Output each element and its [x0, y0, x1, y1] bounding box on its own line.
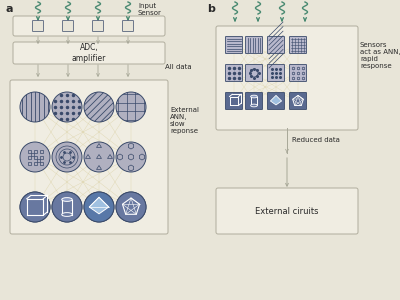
Bar: [28, 155, 30, 158]
Text: External ciruits: External ciruits: [255, 206, 319, 215]
Polygon shape: [270, 95, 282, 105]
Text: Reduced data: Reduced data: [292, 137, 340, 143]
FancyBboxPatch shape: [13, 16, 165, 36]
FancyBboxPatch shape: [226, 64, 242, 82]
FancyBboxPatch shape: [290, 37, 306, 53]
Circle shape: [52, 192, 82, 222]
Circle shape: [20, 92, 50, 122]
Circle shape: [52, 92, 82, 122]
Circle shape: [116, 192, 146, 222]
Circle shape: [20, 192, 50, 222]
FancyBboxPatch shape: [226, 37, 242, 53]
FancyBboxPatch shape: [122, 20, 134, 32]
Bar: [34, 155, 36, 158]
Bar: [34, 161, 36, 164]
FancyBboxPatch shape: [290, 92, 306, 110]
Ellipse shape: [62, 213, 72, 216]
Polygon shape: [89, 197, 109, 214]
FancyBboxPatch shape: [268, 92, 284, 110]
Circle shape: [84, 192, 114, 222]
Text: b: b: [207, 4, 215, 14]
FancyBboxPatch shape: [62, 20, 74, 32]
Text: All data: All data: [165, 64, 192, 70]
Bar: [30, 152, 34, 155]
Bar: [34, 149, 36, 152]
FancyBboxPatch shape: [268, 64, 284, 82]
Ellipse shape: [62, 198, 72, 201]
FancyBboxPatch shape: [13, 42, 165, 64]
Ellipse shape: [251, 95, 257, 98]
FancyBboxPatch shape: [246, 37, 262, 53]
FancyBboxPatch shape: [10, 80, 168, 234]
Bar: [40, 149, 42, 152]
Text: External
ANN,
slow
reponse: External ANN, slow reponse: [170, 107, 199, 134]
FancyBboxPatch shape: [290, 64, 306, 82]
Circle shape: [52, 142, 82, 172]
Text: Input
Sensor: Input Sensor: [138, 3, 162, 16]
FancyBboxPatch shape: [246, 64, 262, 82]
Circle shape: [20, 142, 50, 172]
Text: ADC,
amplifier: ADC, amplifier: [72, 43, 106, 63]
Bar: [36, 158, 40, 161]
Circle shape: [84, 142, 114, 172]
FancyBboxPatch shape: [268, 37, 284, 53]
Bar: [40, 161, 42, 164]
Circle shape: [116, 92, 146, 122]
FancyBboxPatch shape: [246, 92, 262, 110]
FancyBboxPatch shape: [216, 188, 358, 234]
Bar: [28, 161, 30, 164]
Text: Sensors
act as ANN,
rapid
response: Sensors act as ANN, rapid response: [360, 42, 400, 69]
Circle shape: [116, 142, 146, 172]
Circle shape: [84, 192, 114, 222]
Circle shape: [20, 192, 50, 222]
FancyBboxPatch shape: [216, 26, 358, 130]
Circle shape: [116, 192, 146, 222]
Bar: [40, 155, 42, 158]
FancyBboxPatch shape: [226, 92, 242, 110]
Text: a: a: [6, 4, 14, 14]
Circle shape: [52, 192, 82, 222]
FancyBboxPatch shape: [32, 20, 44, 32]
FancyBboxPatch shape: [92, 20, 104, 32]
Circle shape: [84, 92, 114, 122]
Bar: [28, 149, 30, 152]
Ellipse shape: [251, 104, 257, 107]
